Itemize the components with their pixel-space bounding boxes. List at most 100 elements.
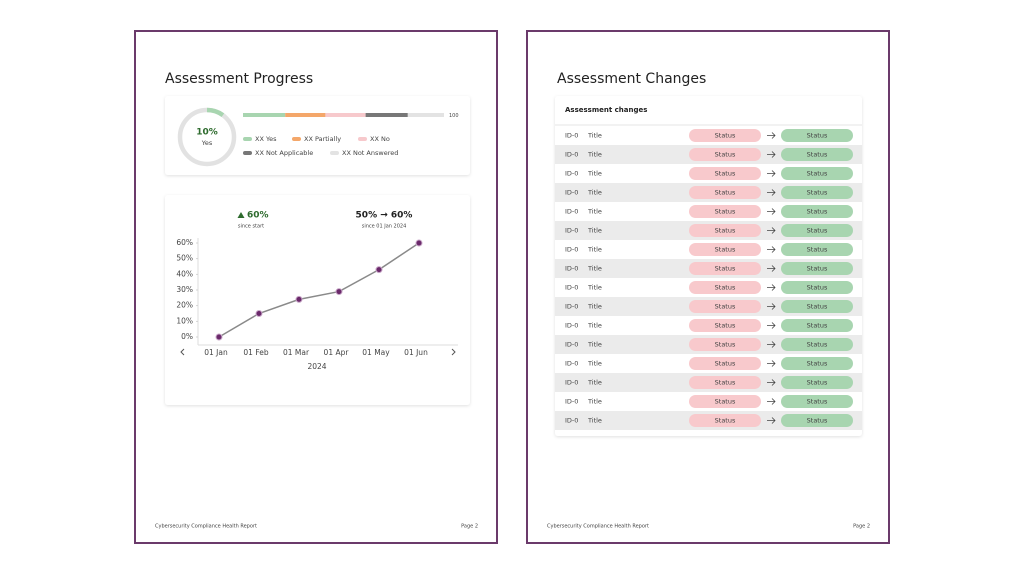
- arrow-icon: [767, 151, 776, 158]
- status-from: Status: [715, 265, 736, 273]
- legend-swatch: [243, 151, 252, 155]
- status-from-pill: [689, 262, 761, 275]
- row-id: ID-0: [565, 360, 578, 368]
- status-to: Status: [807, 417, 828, 425]
- status-from: Status: [715, 132, 736, 140]
- row-id: ID-0: [565, 132, 578, 140]
- page-title: Assessment Progress: [165, 71, 313, 87]
- stat-value: 60%: [247, 211, 269, 221]
- arrow-icon: [767, 227, 776, 234]
- y-tick-label: 0%: [181, 332, 193, 341]
- row-title: Title: [587, 360, 602, 368]
- status-to-pill: [781, 186, 853, 199]
- row-title: Title: [587, 189, 602, 197]
- data-point: [375, 266, 383, 274]
- status-to-pill: [781, 338, 853, 351]
- status-to-pill: [781, 167, 853, 180]
- arrow-icon: [767, 132, 776, 139]
- x-tick-label: 01 Mar: [283, 348, 310, 357]
- status-from: Status: [715, 170, 736, 178]
- status-from-pill: [689, 357, 761, 370]
- status-from-pill: [689, 205, 761, 218]
- footer-page: Page 2: [461, 524, 478, 530]
- chart-card: [165, 195, 470, 405]
- data-point: [335, 288, 343, 296]
- row-title: Title: [587, 265, 602, 273]
- y-tick-label: 60%: [176, 238, 193, 247]
- status-to: Status: [807, 227, 828, 235]
- status-to-pill: [781, 205, 853, 218]
- stat-caption: since start: [238, 224, 264, 230]
- status-from: Status: [715, 341, 736, 349]
- status-from: Status: [715, 151, 736, 159]
- status-from-pill: [689, 414, 761, 427]
- x-tick-label: 01 May: [362, 348, 390, 357]
- next-button[interactable]: [451, 348, 456, 356]
- row-title: Title: [587, 246, 602, 254]
- status-from-pill: [689, 167, 761, 180]
- status-to-pill: [781, 148, 853, 161]
- data-point: [255, 310, 263, 317]
- row-title: Title: [587, 227, 602, 235]
- y-tick-label: 30%: [176, 285, 193, 294]
- row-title: Title: [587, 151, 602, 159]
- row-title: Title: [587, 132, 602, 140]
- donut-arc: [206, 107, 225, 118]
- arrow-icon: [767, 303, 776, 310]
- row-title: Title: [587, 417, 602, 425]
- status-from: Status: [715, 322, 736, 330]
- table-title: Assessment changes: [565, 106, 647, 114]
- progress-segment: [365, 113, 408, 117]
- donut-value: 10%: [196, 128, 218, 138]
- legend-swatch: [358, 137, 367, 141]
- row-id: ID-0: [565, 151, 578, 159]
- status-to-pill: [781, 224, 853, 237]
- status-from: Status: [715, 227, 736, 235]
- row-id: ID-0: [565, 227, 578, 235]
- status-to-pill: [781, 262, 853, 275]
- status-to-pill: [781, 300, 853, 313]
- line-series: [218, 242, 420, 338]
- arrow-icon: [767, 379, 776, 386]
- y-tick-label: 10%: [176, 316, 193, 325]
- row-title: Title: [587, 398, 602, 406]
- status-to: Status: [807, 341, 828, 349]
- arrow-icon: [767, 208, 776, 215]
- status-to: Status: [807, 189, 828, 197]
- prev-button[interactable]: [180, 348, 185, 356]
- progress-total: 100: [449, 113, 459, 119]
- status-from: Status: [715, 360, 736, 368]
- progress-segment: [285, 113, 326, 117]
- status-to-pill: [781, 376, 853, 389]
- status-from: Status: [715, 379, 736, 387]
- status-to: Status: [807, 360, 828, 368]
- row-title: Title: [587, 208, 602, 216]
- y-tick-label: 40%: [176, 269, 193, 278]
- legend-swatch: [243, 137, 252, 141]
- status-to: Status: [807, 170, 828, 178]
- status-to-pill: [781, 243, 853, 256]
- row-id: ID-0: [565, 341, 578, 349]
- row-id: ID-0: [565, 208, 578, 216]
- status-from: Status: [715, 303, 736, 311]
- x-tick-label: 01 Feb: [243, 348, 268, 357]
- row-id: ID-0: [565, 170, 578, 178]
- status-from-pill: [689, 186, 761, 199]
- footer-report: Cybersecurity Compliance Health Report: [155, 524, 257, 530]
- legend-label: XX Yes: [255, 135, 277, 143]
- status-to: Status: [807, 303, 828, 311]
- status-from-pill: [689, 224, 761, 237]
- progress-segment: [407, 113, 444, 117]
- arrow-icon: [767, 246, 776, 253]
- data-point: [215, 333, 223, 341]
- legend-label: XX Not Applicable: [255, 149, 313, 157]
- arrow-icon: [767, 322, 776, 329]
- arrow-icon: [767, 170, 776, 177]
- status-from-pill: [689, 376, 761, 389]
- arrow-icon: [767, 341, 776, 348]
- legend-label: XX Partially: [304, 135, 341, 143]
- row-title: Title: [587, 170, 602, 178]
- status-from-pill: [689, 300, 761, 313]
- row-title: Title: [587, 284, 602, 292]
